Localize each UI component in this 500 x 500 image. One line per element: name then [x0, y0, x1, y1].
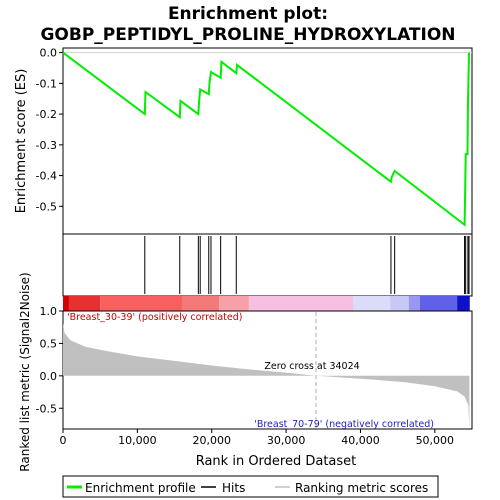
es-ytick-label: -0.3: [36, 139, 57, 152]
x-tick-label: 40,000: [341, 434, 380, 447]
es-ytick-label: -0.1: [36, 77, 57, 90]
hits-panel: [62, 233, 473, 297]
color-bar-segment: [219, 296, 249, 311]
metric-ytick-label: 0.5: [40, 337, 58, 350]
metric-panel: Zero cross at 34024 'Breast_30-39' (posi…: [18, 272, 473, 472]
negative-phenotype-label: 'Breast_70-79' (negatively correlated): [254, 419, 434, 430]
x-tick-label: 10,000: [118, 434, 157, 447]
x-axis-label: Rank in Ordered Dataset: [196, 454, 357, 469]
color-bar-segment: [353, 296, 391, 311]
es-panel: 0.0 -0.1 -0.2 -0.3 -0.4 -0.5 Enrichment score…: [14, 47, 473, 235]
color-bar-segment: [457, 296, 470, 311]
color-bar-segment: [419, 296, 458, 311]
legend-hits-label: Hits: [222, 481, 245, 495]
color-bar-segment: [181, 296, 220, 311]
metric-ylabel: Ranked list metric (Signal2Noise): [18, 272, 32, 471]
color-bar-segment: [408, 296, 420, 311]
metric-ytick-label: 0.0: [40, 370, 58, 383]
x-axis: 0 10,000 20,000 30,000 40,000 50,000: [60, 429, 455, 447]
metric-ytick-label: 1.0: [40, 305, 58, 318]
color-bar-segment: [248, 296, 354, 311]
x-tick-label: 0: [60, 434, 67, 447]
chart-title-line1: Enrichment plot:: [168, 4, 328, 24]
es-panel-frame: [62, 47, 473, 235]
x-tick-label: 20,000: [192, 434, 231, 447]
color-bar-segment: [390, 296, 409, 311]
hits-panel-frame: [62, 233, 473, 297]
zero-cross-label: Zero cross at 34024: [264, 361, 359, 372]
chart-title-line2: GOBP_PEPTIDYL_PROLINE_HYDROXYLATION: [40, 25, 455, 45]
legend-frame: [62, 475, 439, 498]
x-tick-label: 30,000: [267, 434, 306, 447]
x-tick-label: 50,000: [416, 434, 455, 447]
rank-color-bar: [63, 296, 470, 311]
positive-phenotype-label: 'Breast_30-39' (positively correlated): [67, 312, 243, 323]
enrichment-profile-line: [62, 51, 470, 227]
es-ytick-label: -0.2: [36, 108, 57, 121]
metric-ytick-label: -0.5: [36, 402, 57, 415]
color-bar-segment: [100, 296, 182, 311]
ranking-metric-area: [63, 322, 470, 429]
es-ylabel: Enrichment score (ES): [14, 69, 29, 214]
legend: Enrichment profile Hits Ranking metric s…: [62, 475, 439, 498]
es-ytick-label: -0.4: [36, 170, 57, 183]
color-bar-segment: [68, 296, 101, 311]
color-bar-segment: [63, 296, 69, 311]
legend-enrichment-label: Enrichment profile: [85, 481, 196, 495]
legend-ranking-label: Ranking metric scores: [295, 481, 428, 495]
es-ytick-label: 0.0: [40, 47, 58, 60]
es-ytick-label: -0.5: [36, 200, 57, 213]
